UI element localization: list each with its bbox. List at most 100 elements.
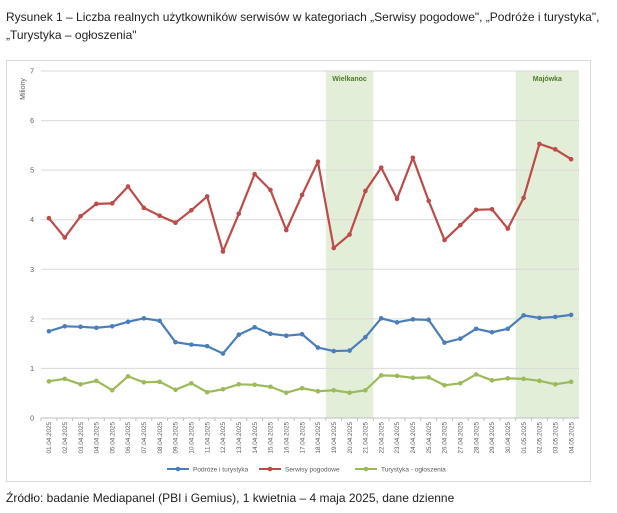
data-point	[94, 325, 99, 331]
data-point	[505, 326, 511, 332]
x-tick-label: 13.04.2025	[236, 422, 243, 454]
data-point	[489, 329, 495, 335]
band-label: Majówka	[533, 76, 562, 83]
data-point	[125, 374, 131, 379]
data-point	[331, 348, 337, 354]
legend-swatch-marker	[175, 466, 181, 472]
data-point	[189, 381, 194, 386]
data-point	[189, 342, 194, 347]
data-point	[537, 141, 542, 147]
data-point	[204, 194, 210, 199]
x-tick-label: 22.04.2025	[378, 422, 385, 454]
x-tick-label: 07.04.2025	[141, 422, 148, 454]
data-point	[268, 187, 273, 193]
data-point	[62, 376, 68, 382]
data-point	[410, 155, 416, 161]
data-point	[521, 376, 526, 382]
data-point	[442, 237, 447, 243]
data-point	[268, 331, 273, 337]
x-tick-label: 04.04.2025	[94, 422, 101, 454]
x-tick-label: 24.04.2025	[410, 422, 417, 454]
x-tick-label: 27.04.2025	[458, 422, 465, 454]
data-point	[299, 385, 305, 391]
y-tick-label: 4	[30, 217, 34, 224]
data-point	[173, 220, 178, 225]
data-point	[236, 381, 242, 387]
data-point	[78, 324, 83, 330]
x-tick-label: 04.05.2025	[568, 422, 575, 454]
x-tick-label: 28.04.2025	[473, 422, 480, 454]
data-point	[173, 339, 178, 345]
source-note: Źródło: badanie Mediapanel (PBI i Gemius…	[6, 491, 455, 505]
x-tick-label: 10.04.2025	[189, 422, 196, 454]
data-point	[521, 313, 526, 318]
y-axis-label: Miliony	[20, 78, 27, 100]
x-tick-label: 01.05.2025	[521, 422, 528, 454]
data-point	[283, 390, 289, 396]
x-tick-label: 26.04.2025	[442, 422, 449, 454]
data-point	[489, 378, 495, 383]
data-point	[78, 381, 83, 387]
data-point	[568, 379, 574, 385]
x-tick-label: 29.04.2025	[489, 422, 496, 454]
data-point	[315, 159, 321, 165]
data-point	[252, 382, 257, 388]
data-point	[173, 387, 178, 393]
data-point	[378, 316, 384, 321]
data-point	[378, 165, 384, 170]
x-tick-label: 03.04.2025	[78, 422, 85, 454]
data-point	[141, 205, 147, 211]
x-tick-label: 14.04.2025	[252, 422, 259, 454]
data-point	[489, 207, 495, 212]
y-tick-label: 7	[30, 69, 34, 76]
data-point	[315, 345, 321, 350]
data-point	[410, 375, 416, 381]
data-point	[537, 378, 542, 384]
x-tick-label: 11.04.2025	[204, 422, 211, 454]
data-point	[347, 390, 352, 396]
data-point	[394, 320, 400, 325]
series-line-2	[48, 142, 572, 253]
figure-caption: Rysunek 1 – Liczba realnych użytkowników…	[6, 10, 600, 42]
data-point	[426, 375, 431, 380]
x-tick-label: 18.04.2025	[315, 422, 322, 454]
legend-label: Podróże i turystyka	[193, 467, 249, 474]
x-tick-label: 17.04.2025	[299, 422, 306, 454]
highlight-band	[515, 71, 579, 418]
x-tick-label: 30.04.2025	[505, 422, 512, 454]
data-point	[394, 196, 400, 202]
data-point	[458, 222, 463, 228]
data-point	[473, 207, 479, 213]
data-point	[157, 379, 162, 385]
x-tick-label: 01.04.2025	[46, 422, 53, 454]
band-label: Wielkanoc	[332, 76, 367, 83]
data-point	[537, 315, 542, 321]
data-point	[363, 334, 368, 340]
x-tick-label: 08.04.2025	[157, 422, 164, 454]
data-point	[62, 235, 68, 240]
legend-swatch-marker	[267, 466, 273, 472]
data-point	[442, 382, 447, 388]
series-line-3	[48, 373, 572, 394]
data-point	[220, 249, 226, 254]
data-point	[521, 195, 526, 201]
data-point	[331, 245, 337, 251]
data-point	[94, 378, 99, 384]
data-point	[236, 332, 242, 338]
y-tick-label: 5	[30, 168, 34, 175]
data-point	[426, 198, 431, 204]
data-point	[299, 192, 305, 198]
data-point	[283, 333, 289, 339]
x-tick-label: 03.05.2025	[552, 422, 559, 454]
data-point	[552, 147, 558, 152]
data-point	[315, 388, 321, 394]
data-point	[125, 319, 131, 325]
data-point	[473, 326, 479, 332]
legend-swatch-marker	[363, 466, 369, 472]
data-point	[236, 211, 242, 217]
data-point	[46, 215, 52, 221]
x-tick-label: 02.05.2025	[537, 422, 544, 454]
data-point	[141, 316, 147, 321]
data-point	[505, 376, 511, 381]
